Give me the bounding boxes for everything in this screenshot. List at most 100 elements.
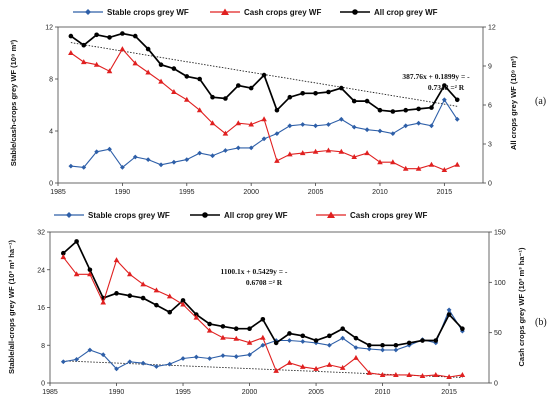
point-b-cash-crops-grey-wf xyxy=(432,371,439,377)
point-b-all-crop-grey-wf xyxy=(167,309,173,315)
point-a-cash-crops-grey-wf xyxy=(351,154,358,159)
point-b-cash-crops-grey-wf xyxy=(446,373,452,379)
point-b-stable-crops-grey-wf xyxy=(233,354,239,359)
y-tick-label-b: 32 xyxy=(37,230,45,237)
point-b-all-crop-grey-wf xyxy=(380,342,385,348)
point-b-cash-crops-grey-wf xyxy=(379,371,386,377)
point-b-cash-crops-grey-wf xyxy=(100,299,107,305)
point-a-cash-crops-grey-wf xyxy=(145,69,151,75)
point-a-stable-crops-grey-wf xyxy=(364,127,370,133)
point-b-all-crop-grey-wf xyxy=(287,331,292,336)
panel-b-label: (b) xyxy=(535,317,547,328)
point-a-cash-crops-grey-wf xyxy=(377,159,383,165)
point-b-all-crop-grey-wf xyxy=(340,326,345,332)
x-tick-label-b: 1995 xyxy=(175,389,191,396)
point-a-cash-crops-grey-wf xyxy=(441,167,448,172)
y2-tick-label-a: 3 xyxy=(488,142,492,149)
point-b-stable-crops-grey-wf xyxy=(180,356,186,361)
point-b-all-crop-grey-wf xyxy=(446,312,452,317)
point-b-all-crop-grey-wf xyxy=(247,326,252,332)
x-tick-label-b: 1985 xyxy=(42,389,58,396)
point-a-stable-crops-grey-wf xyxy=(184,157,190,162)
point-b-stable-crops-grey-wf xyxy=(140,360,146,366)
panel-a-trend-equation: 387.76x + 0.1899y = - xyxy=(402,72,470,81)
legend-a-all-label: All crop grey WF xyxy=(374,8,438,17)
legend-b-cash-marker xyxy=(327,211,335,218)
point-a-cash-crops-grey-wf xyxy=(415,165,422,171)
plot-frame-b xyxy=(49,231,490,384)
point-a-all-crop-grey-wf xyxy=(326,89,331,95)
point-a-all-crop-grey-wf xyxy=(403,107,409,113)
point-a-stable-crops-grey-wf xyxy=(68,163,74,169)
point-b-all-crop-grey-wf xyxy=(140,295,146,301)
point-a-stable-crops-grey-wf xyxy=(338,116,344,122)
point-b-cash-crops-grey-wf xyxy=(366,369,373,375)
point-b-all-crop-grey-wf xyxy=(180,298,186,303)
point-a-stable-crops-grey-wf xyxy=(287,123,293,129)
point-a-all-crop-grey-wf xyxy=(287,94,293,100)
plot-area-b: 1985 1990 1995 2000 2005 2010 2015 0 8 16 24 32 0 50 1… xyxy=(37,230,506,397)
point-b-stable-crops-grey-wf xyxy=(154,364,159,369)
point-a-stable-crops-grey-wf xyxy=(235,145,241,151)
point-a-cash-crops-grey-wf xyxy=(261,116,267,122)
point-a-all-crop-grey-wf xyxy=(223,96,228,101)
point-b-cash-crops-grey-wf xyxy=(127,271,133,277)
series-line-b-all-crop-grey-wf xyxy=(62,240,464,347)
point-b-stable-crops-grey-wf xyxy=(247,352,252,358)
point-a-stable-crops-grey-wf xyxy=(145,157,151,162)
panel-b-trend-equation: 1100.1x + 0.5429y = - xyxy=(221,267,288,276)
point-a-all-crop-grey-wf xyxy=(339,85,344,91)
point-a-all-crop-grey-wf xyxy=(158,62,164,67)
point-a-cash-crops-grey-wf xyxy=(68,50,74,55)
point-b-all-crop-grey-wf xyxy=(127,293,133,299)
x-tick-label-a: 2005 xyxy=(308,189,324,196)
point-a-cash-crops-grey-wf xyxy=(183,96,190,102)
point-a-stable-crops-grey-wf xyxy=(454,116,460,122)
panel-a: Stable crops grey WF Cash crops grey WF … xyxy=(9,8,546,196)
point-b-all-crop-grey-wf xyxy=(353,335,359,341)
point-a-all-crop-grey-wf xyxy=(364,98,370,104)
legend-b-all-marker xyxy=(202,212,208,218)
point-a-stable-crops-grey-wf xyxy=(274,131,280,136)
point-b-cash-crops-grey-wf xyxy=(459,371,466,377)
panel-b-y2-axis-label: Cash crops grey WF (10³ m³ ha⁻¹) xyxy=(517,247,526,366)
panel-b-y-axis-label: Stable/all-crops grey WF (10³ m³ ha⁻¹) xyxy=(7,240,16,374)
point-a-cash-crops-grey-wf xyxy=(248,121,254,127)
y-tick-label-a: 12 xyxy=(45,25,53,32)
legend-a-stable-label: Stable crops grey WF xyxy=(107,8,189,17)
point-a-all-crop-grey-wf xyxy=(236,83,241,88)
point-b-cash-crops-grey-wf xyxy=(393,371,399,377)
point-b-stable-crops-grey-wf xyxy=(380,347,385,353)
point-a-cash-crops-grey-wf xyxy=(119,46,126,52)
point-b-cash-crops-grey-wf xyxy=(419,372,426,378)
point-b-all-crop-grey-wf xyxy=(273,340,279,346)
point-b-all-crop-grey-wf xyxy=(233,326,239,332)
point-b-cash-crops-grey-wf xyxy=(406,371,412,377)
point-b-cash-crops-grey-wf xyxy=(339,364,346,370)
x-tick-label-a: 2010 xyxy=(372,189,388,196)
point-a-all-crop-grey-wf xyxy=(274,107,280,113)
legend-b-stable-label: Stable crops grey WF xyxy=(88,211,170,220)
point-a-all-crop-grey-wf xyxy=(81,42,87,48)
point-b-stable-crops-grey-wf xyxy=(167,361,173,367)
y2-tick-label-b: 100 xyxy=(494,280,506,287)
y2-tick-label-b: 50 xyxy=(494,330,502,337)
point-b-all-crop-grey-wf xyxy=(420,338,425,343)
point-a-stable-crops-grey-wf xyxy=(94,149,100,155)
point-a-cash-crops-grey-wf xyxy=(196,107,203,113)
point-a-cash-crops-grey-wf xyxy=(287,151,293,157)
point-b-cash-crops-grey-wf xyxy=(87,271,93,277)
point-b-all-crop-grey-wf xyxy=(154,302,159,308)
point-a-stable-crops-grey-wf xyxy=(377,128,383,134)
point-b-stable-crops-grey-wf xyxy=(393,347,399,353)
x-tick-label-b: 2015 xyxy=(441,389,457,396)
point-b-stable-crops-grey-wf xyxy=(100,352,106,358)
series-line-a-stable-crops-grey-wf xyxy=(70,98,458,169)
y2-tick-label-a: 0 xyxy=(488,181,492,188)
point-a-cash-crops-grey-wf xyxy=(454,161,461,167)
point-a-cash-crops-grey-wf xyxy=(428,161,435,167)
point-a-cash-crops-grey-wf xyxy=(325,147,332,153)
point-b-cash-crops-grey-wf xyxy=(206,327,213,333)
point-a-cash-crops-grey-wf xyxy=(222,130,229,136)
point-b-all-crop-grey-wf xyxy=(460,326,465,332)
